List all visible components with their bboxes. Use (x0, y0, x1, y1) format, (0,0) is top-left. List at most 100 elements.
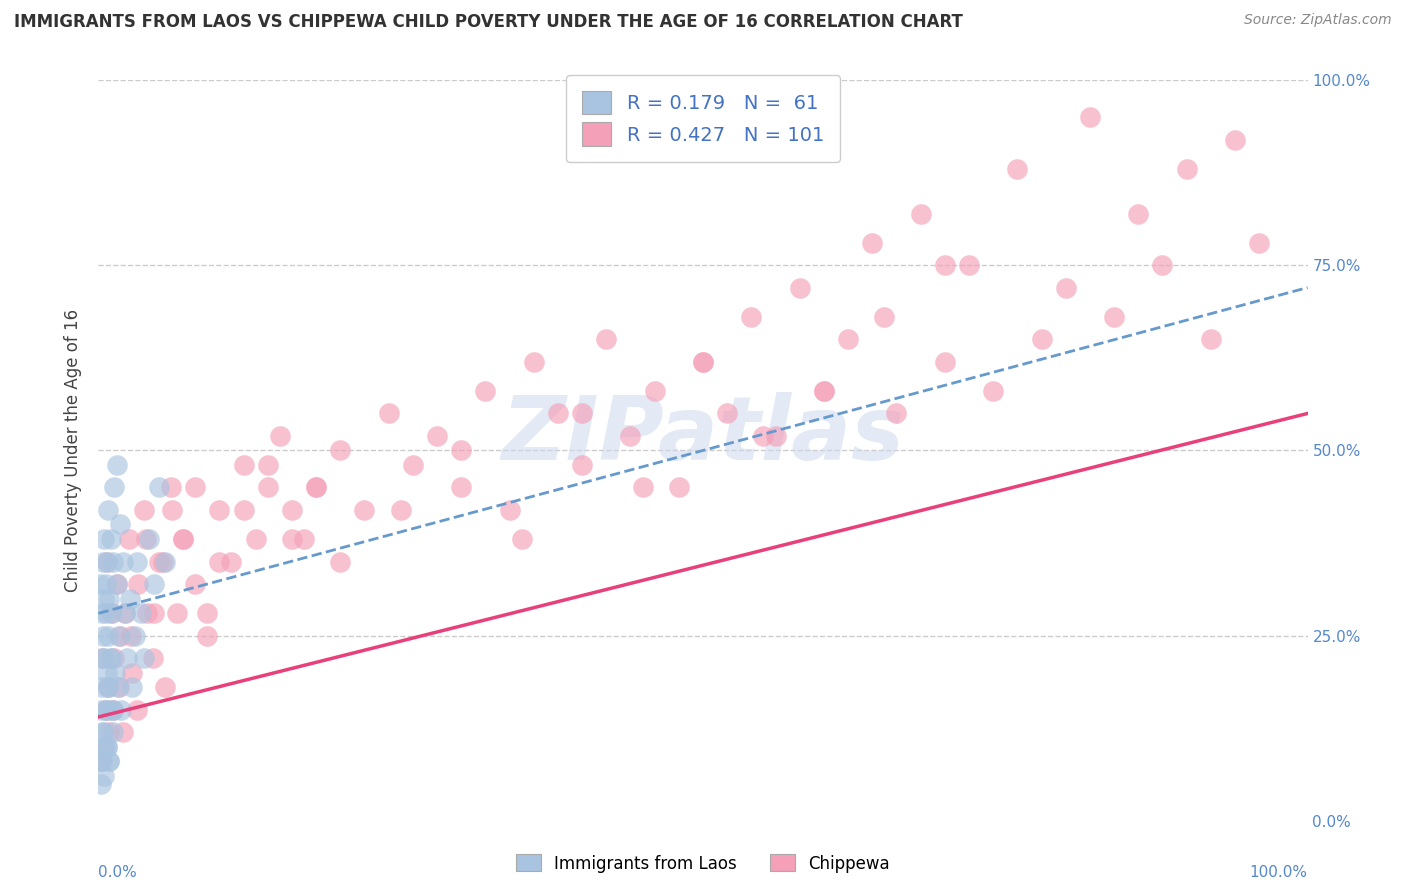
Point (981, 384, 1004, 399)
Point (1152, 259, 1174, 273)
Point (93, 591, 115, 606)
Point (93, 769, 115, 783)
Point (101, 555, 124, 569)
Point (100, 533, 122, 547)
Point (93, 739, 115, 754)
Point (103, 650, 125, 665)
Point (1007, 162, 1029, 177)
Point (389, 502, 412, 516)
Point (91, 724, 114, 739)
Legend: R = 0.179   N =  61, R = 0.427   N = 101: R = 0.179 N = 61, R = 0.427 N = 101 (567, 75, 839, 161)
Point (1078, 111, 1101, 125)
Point (121, 681, 143, 695)
Point (269, 428, 291, 442)
Point (98, 755, 121, 769)
Point (160, 480, 183, 494)
Point (108, 628, 131, 642)
Point (716, 407, 738, 421)
Point (668, 480, 690, 494)
Point (105, 576, 128, 591)
Point (107, 681, 129, 695)
Point (96, 555, 118, 569)
Point (292, 533, 315, 547)
Point (91, 607, 114, 621)
Point (134, 502, 156, 516)
Point (100, 607, 122, 621)
Point (498, 502, 520, 516)
Point (195, 628, 218, 642)
Point (127, 555, 149, 569)
Point (111, 555, 134, 569)
Point (90, 776, 112, 791)
Legend: Immigrants from Laos, Chippewa: Immigrants from Laos, Chippewa (509, 847, 897, 880)
Point (135, 533, 157, 547)
Point (329, 443, 352, 458)
Point (94, 703, 117, 717)
Point (1223, 132, 1246, 146)
Point (934, 259, 956, 273)
Point (135, 607, 157, 621)
Point (138, 533, 160, 547)
Y-axis label: Child Poverty Under the Age of 16: Child Poverty Under the Age of 16 (63, 309, 82, 592)
Point (474, 384, 496, 399)
Point (127, 576, 149, 591)
Point (118, 533, 141, 547)
Point (100, 703, 122, 717)
Point (740, 310, 762, 325)
Point (91, 555, 114, 569)
Point (148, 555, 170, 569)
Point (94, 607, 117, 621)
Point (97, 502, 120, 516)
Point (1128, 206, 1150, 220)
Point (256, 480, 278, 494)
Point (111, 724, 134, 739)
Point (523, 354, 546, 368)
Point (1031, 332, 1053, 346)
Point (97, 681, 120, 695)
Point (148, 480, 170, 494)
Point (281, 502, 304, 516)
Point (789, 280, 811, 294)
Point (118, 591, 141, 606)
Point (153, 555, 176, 569)
Point (450, 480, 472, 494)
Point (195, 607, 218, 621)
Point (547, 407, 569, 421)
Point (571, 407, 593, 421)
Point (129, 607, 152, 621)
Point (837, 332, 859, 346)
Point (91, 681, 114, 695)
Point (510, 533, 533, 547)
Point (100, 607, 122, 621)
Point (97, 628, 120, 642)
Point (94, 703, 117, 717)
Point (110, 703, 132, 717)
Point (104, 665, 127, 680)
Point (120, 628, 142, 642)
Point (100, 650, 122, 665)
Point (143, 607, 166, 621)
Point (172, 533, 194, 547)
Point (184, 576, 207, 591)
Point (103, 480, 125, 494)
Point (692, 354, 714, 368)
Point (96, 555, 118, 569)
Point (89, 576, 111, 591)
Point (117, 650, 139, 665)
Point (91, 755, 114, 769)
Point (127, 703, 149, 717)
Point (105, 458, 128, 473)
Point (105, 576, 128, 591)
Point (221, 555, 243, 569)
Point (910, 206, 932, 220)
Point (305, 480, 328, 494)
Point (1175, 162, 1198, 177)
Text: 100.0%: 100.0% (1250, 865, 1308, 880)
Point (98, 724, 121, 739)
Point (281, 533, 304, 547)
Point (377, 407, 399, 421)
Point (91, 628, 114, 642)
Point (571, 458, 593, 473)
Text: Source: ZipAtlas.com: Source: ZipAtlas.com (1244, 13, 1392, 28)
Point (619, 428, 641, 442)
